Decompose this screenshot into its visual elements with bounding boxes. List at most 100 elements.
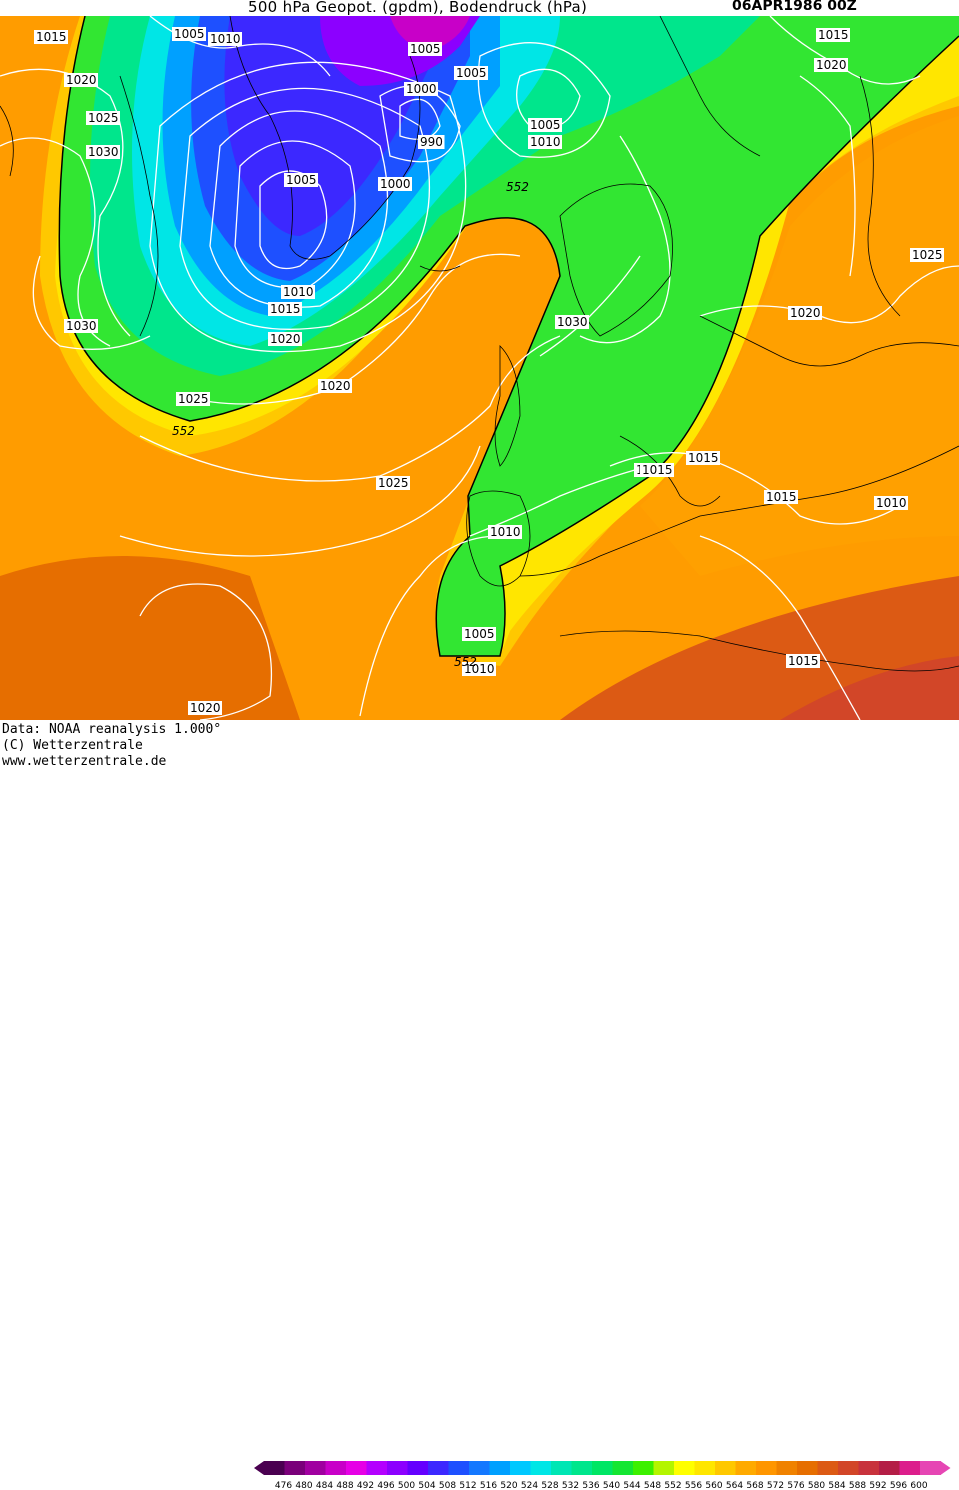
- pressure-label-box: [188, 701, 222, 715]
- colorbar-tick-label: 480: [295, 1481, 312, 1490]
- pressure-label: 1025: [912, 248, 943, 262]
- pressure-label: 1005: [464, 627, 495, 641]
- colorbar-tick-label: 532: [562, 1481, 579, 1490]
- pressure-label-box: [910, 248, 944, 262]
- field-band: [0, 556, 300, 720]
- pressure-label: 1015: [788, 654, 819, 668]
- isobar-line: [139, 335, 561, 482]
- coastline: [229, 16, 421, 260]
- pressure-label: 1000: [406, 82, 437, 96]
- coastline: [619, 435, 721, 507]
- pressure-label: 1020: [320, 379, 351, 393]
- coastline: [0, 105, 14, 177]
- colorbar-tick-label: 492: [357, 1481, 374, 1490]
- colorbar-swatch: [428, 1461, 449, 1475]
- colorbar-tick-label: 504: [418, 1481, 435, 1490]
- colorbar-tick-label: 588: [849, 1481, 866, 1490]
- map-svg: 1015 1005 1010 1005 1015 1020 1020 1025 1030 1000…: [0, 16, 959, 720]
- colorbar-tick-label: 520: [500, 1481, 517, 1490]
- colorbar-tick-label: 512: [459, 1481, 476, 1490]
- pressure-label-box: [86, 111, 120, 125]
- isobar-line: [234, 140, 356, 289]
- pressure-label-box: [454, 66, 488, 80]
- pressure-label-box: [284, 173, 318, 187]
- colorbar-swatch: [284, 1461, 306, 1475]
- pressure-label: 1010: [490, 525, 521, 539]
- isobar-line: [609, 452, 901, 525]
- colorbar-swatch: [633, 1461, 654, 1475]
- isobar-line: [579, 135, 671, 344]
- colorbar-swatch: [469, 1461, 490, 1475]
- colorbar-tick-label: 584: [828, 1481, 845, 1490]
- colorbar-tick-label: 580: [808, 1481, 825, 1490]
- colorbar-swatch: [407, 1461, 429, 1475]
- pressure-label-box: [268, 302, 302, 316]
- isobar-line: [699, 265, 959, 324]
- colorbar-swatch: [510, 1461, 531, 1475]
- colorbar-swatch: [551, 1461, 572, 1475]
- pressure-label: 990: [420, 135, 443, 149]
- pressure-label-box: [378, 177, 412, 191]
- data-source-text: Data: NOAA reanalysis 1.000°: [2, 722, 222, 737]
- colorbar-swatch: [612, 1461, 634, 1475]
- pressure-label-box: [528, 135, 562, 149]
- colorbar-swatch: [530, 1461, 552, 1475]
- coastline: [494, 345, 521, 467]
- height-label: 552: [172, 424, 195, 438]
- pressure-label: 1020: [816, 58, 847, 72]
- pressure-label: 1005: [456, 66, 487, 80]
- coastline: [659, 16, 761, 157]
- colorbar-tick-label: 552: [664, 1481, 681, 1490]
- colorbar-swatch: [776, 1461, 798, 1475]
- weather-map: 1015 1005 1010 1005 1015 1020 1020 1025 1030 1000…: [0, 16, 959, 720]
- pressure-label-box: [64, 73, 98, 87]
- pressure-label-box: [376, 476, 410, 490]
- colorbar-tick-label: 496: [377, 1481, 394, 1490]
- pressure-label-box: [528, 118, 562, 132]
- pressure-label-box: [816, 28, 850, 42]
- isobar-line: [209, 110, 389, 308]
- pressure-label-box: [640, 463, 674, 477]
- isobar-line: [699, 535, 861, 720]
- pressure-label: 1025: [378, 476, 409, 490]
- pressure-label: 1020: [270, 332, 301, 346]
- colorbar-swatch: [592, 1461, 613, 1475]
- pressure-label-box: [462, 627, 496, 641]
- pressure-label-box: [874, 496, 908, 510]
- colorbar-tick-label: 524: [521, 1481, 538, 1490]
- height-contour-552: [58, 16, 959, 657]
- colorbar-swatch: [838, 1461, 859, 1475]
- colorbar-tick-label: 592: [869, 1481, 886, 1490]
- website-text: www.wetterzentrale.de: [2, 754, 167, 769]
- pressure-label: 1015: [818, 28, 849, 42]
- colorbar-swatch: [448, 1461, 470, 1475]
- isobar-line: [0, 137, 111, 347]
- colorbar-tick-label: 596: [890, 1481, 907, 1490]
- colorbar-swatch: [571, 1461, 593, 1475]
- height-labels: 552 552 552: [172, 180, 529, 669]
- colorbar-swatch: [879, 1461, 900, 1475]
- pressure-label-box: [555, 315, 589, 329]
- isobar-line: [32, 255, 151, 350]
- pressure-label: 1030: [66, 319, 97, 333]
- isobar-line: [259, 170, 328, 270]
- pressure-label: 1025: [178, 392, 209, 406]
- pressure-label-box: [418, 135, 445, 149]
- header-bar: 500 hPa Geopot. (gpdm), Bodendruck (hPa)…: [0, 0, 959, 16]
- colorbar-tick-label: 476: [275, 1481, 292, 1490]
- isobar-line: [359, 535, 501, 717]
- pressure-label-box: [764, 490, 798, 504]
- isobar-line: [179, 253, 521, 405]
- colorbar-tick-label: 556: [685, 1481, 702, 1490]
- colorbar-swatch: [674, 1461, 695, 1475]
- colorbar-swatch: [653, 1461, 675, 1475]
- colorbar-swatch: [366, 1461, 388, 1475]
- coastline: [699, 315, 959, 367]
- pressure-label: 1020: [66, 73, 97, 87]
- pressure-label: 1010: [530, 135, 561, 149]
- colorbar-swatch: [797, 1461, 818, 1475]
- pressure-label-box: [172, 27, 206, 41]
- isobar-line: [799, 75, 856, 277]
- pressure-label-box: [488, 525, 522, 539]
- colorbar: 476 480 484 488 492 496 500 504 508 512 516 520 524 5…: [254, 1461, 951, 1490]
